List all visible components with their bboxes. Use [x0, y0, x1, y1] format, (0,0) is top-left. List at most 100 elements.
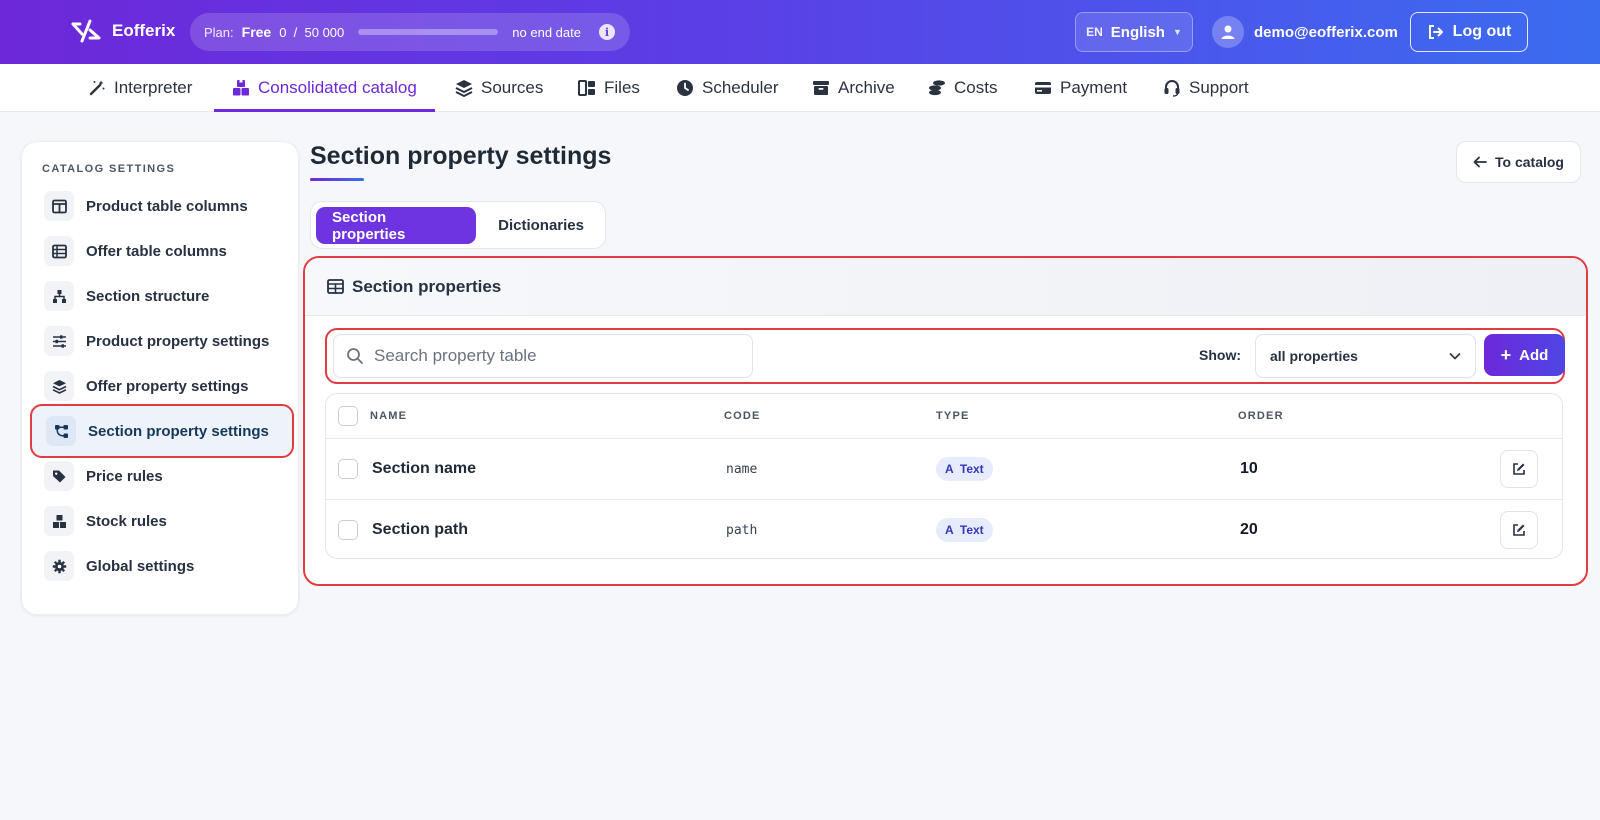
nav-label: Support — [1189, 78, 1249, 97]
nav-label: Payment — [1060, 78, 1128, 97]
nav-label: Scheduler — [702, 78, 779, 97]
layers-icon — [44, 371, 74, 401]
nav-item-files[interactable]: Files — [578, 64, 640, 112]
table-row[interactable]: Section name name A Text 10 — [326, 439, 1562, 500]
user-menu[interactable]: demo@eofferix.com — [1212, 16, 1398, 48]
user-email: demo@eofferix.com — [1254, 23, 1398, 41]
select-all-checkbox[interactable] — [338, 406, 358, 426]
to-catalog-label: To catalog — [1495, 154, 1564, 170]
coins-icon — [929, 80, 945, 96]
search-input[interactable] — [374, 346, 734, 366]
files-icon — [578, 80, 595, 96]
column-header-code[interactable]: CODE — [724, 410, 761, 422]
gear-icon — [44, 551, 74, 581]
card-title: Section properties — [352, 276, 502, 296]
brand[interactable]: Eofferix — [70, 18, 175, 44]
table-row[interactable]: Section path path A Text 20 — [326, 500, 1562, 558]
type-badge: A Text — [936, 518, 993, 542]
credit-card-icon — [1035, 82, 1051, 94]
column-header-type[interactable]: TYPE — [936, 410, 970, 422]
column-header-name[interactable]: NAME — [370, 410, 408, 422]
type-badge: A Text — [936, 457, 993, 481]
edit-button[interactable] — [1500, 511, 1538, 549]
logout-icon — [1428, 25, 1443, 39]
sidebar-item-offer-table-columns[interactable]: Offer table columns — [44, 231, 292, 271]
settings-sidebar: CATALOG SETTINGS Product table columns O… — [21, 141, 299, 615]
nav-item-archive[interactable]: Archive — [812, 64, 895, 112]
sidebar-item-label: Product property settings — [86, 332, 270, 350]
nav-item-costs[interactable]: Costs — [928, 64, 997, 112]
tab-dictionaries[interactable]: Dictionaries — [498, 217, 584, 234]
sidebar-item-price-rules[interactable]: Price rules — [44, 456, 292, 496]
nav-label: Costs — [954, 78, 998, 97]
nav-label: Archive — [838, 78, 895, 97]
sidebar-item-product-table-columns[interactable]: Product table columns — [44, 186, 292, 226]
table-icon — [327, 279, 344, 294]
sidebar-item-label: Product table columns — [86, 197, 248, 215]
show-filter-select[interactable]: all properties — [1255, 334, 1476, 378]
sidebar-item-section-structure[interactable]: Section structure — [44, 276, 292, 316]
nav-item-sources[interactable]: Sources — [455, 64, 543, 112]
cell-order: 10 — [1240, 460, 1258, 477]
sidebar-item-product-property-settings[interactable]: Product property settings — [44, 321, 292, 361]
section-properties-card: Section properties Show: all properties … — [303, 256, 1588, 586]
sidebar-item-stock-rules[interactable]: Stock rules — [44, 501, 292, 541]
edit-icon — [1513, 524, 1525, 536]
plan-usage-bar — [358, 29, 499, 35]
sidebar-item-label: Global settings — [86, 557, 195, 575]
chevron-down-icon — [1449, 352, 1461, 360]
diagram-icon — [46, 416, 76, 446]
tab-bar: Section properties Dictionaries — [310, 201, 606, 249]
sidebar-item-label: Offer table columns — [86, 242, 227, 260]
headset-icon — [1164, 80, 1180, 97]
sidebar-item-label: Section property settings — [88, 422, 269, 440]
add-button-label: Add — [1519, 346, 1549, 364]
plus-icon: + — [1500, 345, 1512, 365]
sidebar-heading: CATALOG SETTINGS — [42, 163, 176, 175]
magic-wand-icon — [89, 80, 105, 96]
sidebar-item-global-settings[interactable]: Global settings — [44, 546, 292, 586]
properties-table: NAME CODE TYPE ORDER Section name name A… — [325, 393, 1563, 559]
plan-name: Free — [241, 24, 272, 40]
cell-name: Section path — [372, 521, 469, 538]
show-label: Show: — [1199, 347, 1241, 363]
search-box — [333, 334, 753, 378]
row-checkbox[interactable] — [338, 520, 358, 540]
row-checkbox[interactable] — [338, 459, 358, 479]
nav-item-interpreter[interactable]: Interpreter — [88, 64, 192, 112]
column-header-order[interactable]: ORDER — [1238, 410, 1284, 422]
nav-item-consolidated-catalog[interactable]: Consolidated catalog — [214, 64, 435, 112]
nav-item-support[interactable]: Support — [1163, 64, 1249, 112]
edit-button[interactable] — [1500, 450, 1538, 488]
nav-item-payment[interactable]: Payment — [1034, 64, 1127, 112]
sidebar-item-offer-property-settings[interactable]: Offer property settings — [44, 366, 292, 406]
info-icon[interactable]: i — [598, 24, 615, 40]
tab-section-properties[interactable]: Section properties — [316, 207, 477, 244]
table-list-icon — [44, 236, 74, 266]
sidebar-item-label: Section structure — [86, 287, 210, 305]
sidebar-item-section-property-settings[interactable]: Section property settings — [30, 404, 294, 458]
columns-icon — [44, 191, 74, 221]
archive-icon — [813, 81, 829, 95]
cell-name: Section name — [372, 460, 477, 477]
sliders-icon — [44, 326, 74, 356]
cell-order: 20 — [1240, 521, 1258, 538]
main-nav: Interpreter Consolidated catalog Sources… — [0, 64, 1600, 112]
to-catalog-button[interactable]: To catalog — [1456, 141, 1581, 183]
language-name: English — [1110, 23, 1165, 41]
cell-code: name — [726, 462, 758, 477]
brand-name: Eofferix — [112, 21, 176, 40]
clock-icon — [677, 80, 693, 96]
layers-icon — [455, 80, 473, 97]
nav-item-scheduler[interactable]: Scheduler — [676, 64, 779, 112]
add-button[interactable]: + Add — [1484, 334, 1565, 376]
top-header: Eofferix Plan: Free 0 / 50 000 no end da… — [0, 0, 1600, 64]
edit-icon — [1513, 463, 1525, 475]
logout-button[interactable]: Log out — [1410, 12, 1528, 52]
caret-down-icon: ▼ — [1172, 27, 1182, 37]
language-selector[interactable]: EN English ▼ — [1075, 12, 1193, 52]
plan-label: Plan: — [204, 24, 234, 40]
language-code: EN — [1086, 25, 1103, 39]
brand-logo-icon — [71, 19, 101, 43]
sidebar-item-label: Stock rules — [86, 512, 167, 530]
